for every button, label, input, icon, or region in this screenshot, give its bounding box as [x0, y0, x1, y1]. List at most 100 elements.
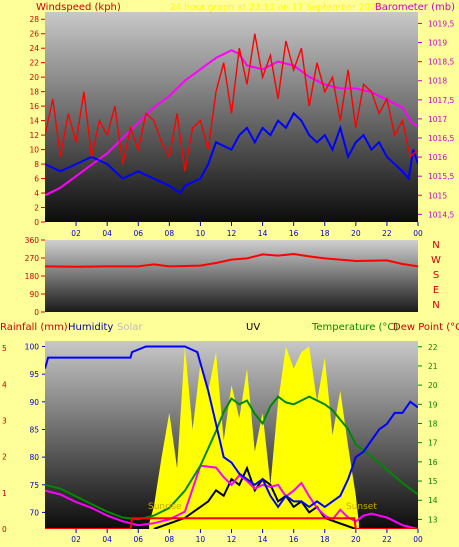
- temp-y-tick-label: 20: [428, 381, 438, 390]
- climate-x-tick-label: 04: [102, 535, 112, 543]
- baro-y-tick-label: 1016,5: [428, 134, 454, 143]
- rain-y-tick-label: 5: [2, 344, 7, 353]
- rain-y-tick-label: 4: [2, 380, 7, 389]
- baro-y-tick-label: 1015: [428, 191, 447, 200]
- rain-y-tick-label: 0: [2, 525, 7, 534]
- series-solar-area: [149, 346, 359, 529]
- hum-y-tick-label: 85: [29, 425, 39, 434]
- temp-y-tick-label: 18: [428, 419, 438, 428]
- climate-x-tick-label: 20: [351, 535, 361, 543]
- wind-y-tick-label: 22: [29, 59, 39, 68]
- baro-y-tick-label: 1019: [428, 39, 447, 48]
- uv-label: UV: [246, 322, 260, 333]
- wind-x-tick-label: 00: [413, 229, 423, 238]
- wind-y-tick-label: 24: [29, 44, 39, 53]
- series-direction-line: [45, 252, 418, 268]
- temp-y-tick-label: 13: [428, 515, 438, 524]
- temp-y-tick-label: 14: [428, 496, 438, 505]
- temp-y-tick-label: 19: [428, 400, 438, 409]
- temp-y-tick-label: 22: [428, 343, 438, 352]
- climate-x-tick-label: 22: [382, 535, 392, 543]
- series-avg-line: [45, 111, 418, 195]
- rain-y-tick-label: 3: [2, 417, 7, 426]
- humidity-label: Humidity: [68, 322, 113, 333]
- temp-y-tick-label: 15: [428, 477, 438, 486]
- wind-x-tick-label: 18: [320, 229, 330, 238]
- rainfall-label: Rainfall (mm): [0, 322, 68, 333]
- wind-x-tick-label: 16: [289, 229, 299, 238]
- series-gust-line: [45, 33, 418, 172]
- climate-x-tick-label: 00: [413, 535, 423, 543]
- climate-x-tick-label: 18: [320, 535, 330, 543]
- sunrise-label: Sunrise: [148, 502, 182, 512]
- baro-y-tick-label: 1017,5: [428, 96, 454, 105]
- baro-y-tick-label: 1017: [428, 115, 447, 124]
- rain-y-tick-label: 1: [2, 489, 7, 498]
- wind-y-tick-label: 12: [29, 131, 39, 140]
- dir-y-tick-label: 90: [29, 290, 39, 299]
- dewpoint-label: Dew Point (°C): [393, 322, 459, 333]
- series-rain-line: [45, 517, 418, 529]
- hum-y-tick-label: 100: [25, 343, 40, 352]
- temp-y-tick-label: 16: [428, 458, 438, 467]
- baro-y-tick-label: 1018: [428, 77, 447, 86]
- wind-y-tick-label: 18: [29, 88, 39, 97]
- rain-y-tick-label: 2: [2, 453, 7, 462]
- climate-x-tick-label: 08: [165, 535, 175, 543]
- baro-y-tick-label: 1018,5: [428, 58, 454, 67]
- wind-x-tick-label: 04: [102, 229, 112, 238]
- climate-x-tick-label: 14: [258, 535, 268, 543]
- climate-x-tick-label: 06: [133, 535, 143, 543]
- hum-y-tick-label: 80: [29, 453, 39, 462]
- compass-label: W: [431, 255, 441, 266]
- barometer-label: Barometer (mb): [375, 2, 455, 13]
- wind-y-tick-label: 2: [34, 204, 39, 213]
- wind-x-tick-label: 12: [227, 229, 237, 238]
- wind-x-tick-label: 14: [258, 229, 268, 238]
- wind-plot-area: [45, 12, 418, 222]
- compass-label: N: [432, 300, 439, 311]
- wind-x-tick-label: 22: [382, 229, 392, 238]
- hum-y-tick-label: 70: [29, 508, 39, 517]
- wind-x-tick-label: 06: [133, 229, 143, 238]
- baro-y-tick-label: 1016: [428, 153, 447, 162]
- dir-y-tick-label: 180: [25, 272, 40, 281]
- wind-y-tick-label: 4: [34, 189, 39, 198]
- compass-label: N: [432, 240, 439, 251]
- wind-y-tick-label: 28: [29, 15, 39, 24]
- climate-x-tick-label: 02: [71, 535, 81, 543]
- series-temp-line: [45, 395, 418, 521]
- wind-y-tick-label: 14: [29, 117, 39, 126]
- wind-x-tick-label: 02: [71, 229, 81, 238]
- graph-title: 24 hour graph at 23:11 on 17 September 2…: [170, 3, 382, 13]
- baro-y-tick-label: 1019,5: [428, 19, 454, 28]
- wind-x-tick-label: 10: [196, 229, 206, 238]
- temperature-label: Temperature (°C): [311, 322, 398, 333]
- wind-y-tick-label: 8: [34, 160, 39, 169]
- wind-y-tick-label: 0: [34, 218, 39, 227]
- wind-y-tick-label: 20: [29, 73, 39, 82]
- wind-x-tick-label: 20: [351, 229, 361, 238]
- climate-x-tick-label: 16: [289, 535, 299, 543]
- wind-x-tick-label: 08: [165, 229, 175, 238]
- wind-y-tick-label: 16: [29, 102, 39, 111]
- temp-y-tick-label: 17: [428, 439, 438, 448]
- dir-y-tick-label: 270: [25, 254, 40, 263]
- series-humidity-line: [45, 345, 418, 509]
- wind-y-tick-label: 26: [29, 30, 39, 39]
- climate-x-tick-label: 10: [196, 535, 206, 543]
- dir-y-tick-label: 360: [25, 236, 40, 245]
- compass-label: S: [433, 270, 439, 281]
- wind-y-tick-label: 6: [34, 175, 39, 184]
- windspeed-label: Windspeed (kph): [36, 2, 121, 13]
- baro-y-tick-label: 1014,5: [428, 210, 454, 219]
- hum-y-tick-label: 95: [29, 370, 39, 379]
- solar-label: Solar: [117, 322, 143, 333]
- hum-y-tick-label: 75: [29, 481, 39, 490]
- temp-y-tick-label: 21: [428, 362, 438, 371]
- dir-y-tick-label: 0: [34, 308, 39, 317]
- wind-y-tick-label: 10: [29, 146, 39, 155]
- climate-x-tick-label: 12: [227, 535, 237, 543]
